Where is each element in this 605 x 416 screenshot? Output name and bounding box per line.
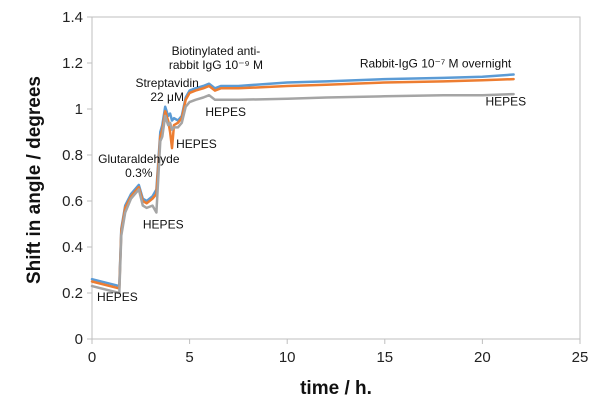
- x-tick-label: 5: [185, 349, 193, 366]
- ann-hepes-1: HEPES: [97, 290, 138, 304]
- y-tick-label: 0.2: [62, 285, 83, 302]
- y-axis-title: Shift in angle / degrees: [24, 76, 45, 284]
- series-line-3: [90, 92, 515, 295]
- ann-biotinylated: Biotinylated anti-rabbit IgG 10⁻⁹ M: [169, 44, 263, 72]
- plot-border: [91, 16, 581, 340]
- series-layer: [90, 73, 515, 295]
- ann-hepes-5: HEPES: [485, 95, 526, 109]
- ann-rabbit-igg: Rabbit-IgG 10⁻⁷ M overnight: [360, 57, 512, 71]
- x-axis: 0 5 10 15 20 25: [88, 339, 589, 366]
- ann-hepes-2: HEPES: [143, 218, 184, 232]
- y-tick-label: 0.4: [62, 239, 83, 256]
- x-tick-label: 20: [474, 349, 491, 366]
- y-tick-label: 0.8: [62, 147, 83, 164]
- ann-streptavidin: Streptavidin 22 μM: [135, 76, 198, 104]
- y-tick-label: 1.4: [62, 9, 83, 26]
- y-axis: 0 0.2 0.4 0.6 0.8 1 1.2 1.4: [62, 9, 92, 348]
- y-tick-label: 1.2: [62, 55, 83, 72]
- plot-area: [91, 16, 581, 340]
- ann-hepes-4: HEPES: [205, 105, 246, 119]
- series-line-1: [90, 73, 515, 288]
- x-tick-label: 25: [572, 349, 589, 366]
- y-tick-label: 1: [75, 101, 83, 118]
- ann-hepes-3: HEPES: [176, 137, 217, 151]
- x-tick-label: 15: [376, 349, 393, 366]
- series-line-2: [90, 77, 515, 290]
- y-tick-label: 0: [75, 331, 83, 348]
- ann-glutaraldehyde: Glutaraldehyde 0.3%: [98, 152, 180, 180]
- y-tick-label: 0.6: [62, 193, 83, 210]
- x-axis-title: time / h.: [300, 378, 372, 399]
- x-tick-label: 0: [88, 349, 96, 366]
- x-tick-label: 10: [279, 349, 296, 366]
